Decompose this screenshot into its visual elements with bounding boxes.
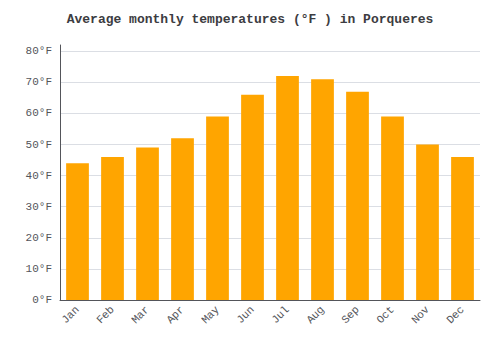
- svg-text:20°F: 20°F: [26, 232, 52, 244]
- svg-text:Feb: Feb: [94, 304, 116, 326]
- svg-text:Jul: Jul: [269, 304, 291, 326]
- svg-text:Mar: Mar: [129, 304, 151, 326]
- svg-text:Jan: Jan: [59, 304, 81, 326]
- svg-text:60°F: 60°F: [26, 107, 52, 119]
- svg-text:Oct: Oct: [374, 304, 396, 326]
- svg-text:50°F: 50°F: [26, 139, 52, 151]
- svg-text:10°F: 10°F: [26, 263, 52, 275]
- svg-text:Jun: Jun: [234, 304, 256, 326]
- svg-text:Average monthly temperatures (: Average monthly temperatures (°F ) in Po…: [67, 12, 434, 27]
- svg-text:40°F: 40°F: [26, 170, 52, 182]
- svg-text:Apr: Apr: [164, 304, 186, 326]
- svg-text:Dec: Dec: [444, 304, 466, 326]
- svg-text:0°F: 0°F: [32, 294, 52, 306]
- svg-text:Nov: Nov: [409, 303, 432, 326]
- svg-text:Sep: Sep: [339, 304, 361, 326]
- svg-text:80°F: 80°F: [26, 45, 52, 57]
- svg-text:Aug: Aug: [304, 304, 326, 326]
- svg-text:70°F: 70°F: [26, 76, 52, 88]
- svg-text:May: May: [199, 303, 222, 326]
- svg-text:30°F: 30°F: [26, 201, 52, 213]
